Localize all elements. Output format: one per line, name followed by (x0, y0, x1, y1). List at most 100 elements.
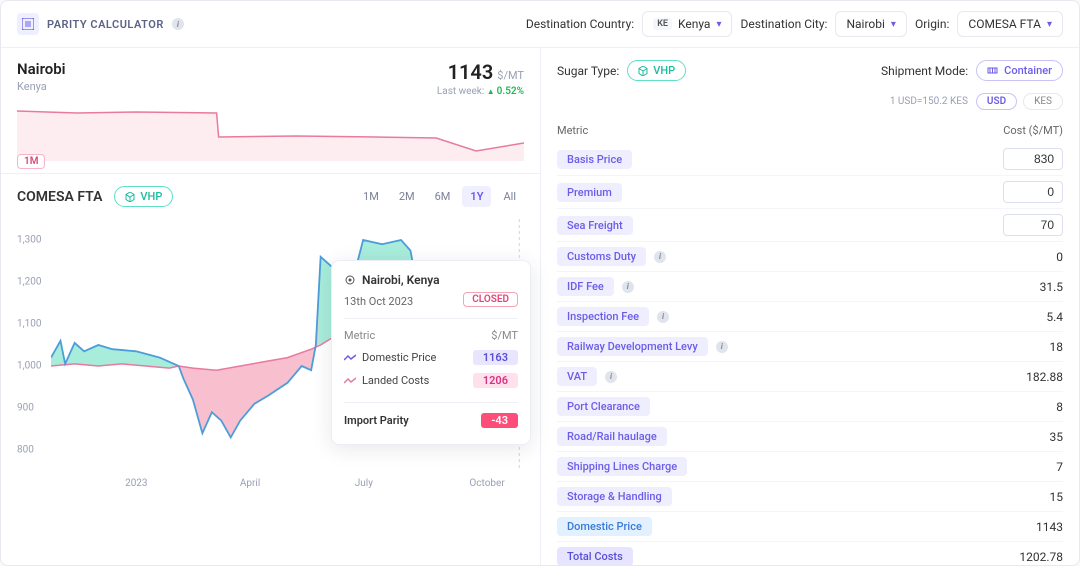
x-axis-label: April (240, 478, 260, 489)
metric-column-header: Metric (557, 124, 588, 137)
metric-value: 15 (1050, 490, 1064, 504)
metric-value: 35 (1050, 430, 1064, 444)
origin-dropdown[interactable]: COMESA FTA ▾ (957, 11, 1063, 37)
chevron-down-icon: ▾ (716, 19, 721, 30)
metric-chip: Domestic Price (557, 517, 652, 536)
metric-row: Port Clearance8 (557, 392, 1063, 422)
metric-chip: Shipping Lines Charge (557, 457, 687, 476)
metric-input[interactable] (1003, 181, 1063, 203)
metric-chip: Total Costs (557, 547, 633, 566)
metric-value: 1202.78 (1019, 550, 1063, 564)
mini-chart: 1M (17, 101, 524, 173)
metric-row: Total Costs 1202.78 (557, 542, 1063, 566)
metric-value: 1143 (1036, 520, 1063, 534)
range-tab-all[interactable]: All (495, 186, 524, 207)
tooltip-metric-header: Metric (344, 329, 375, 342)
range-tab-6m[interactable]: 6M (427, 186, 459, 207)
fx-rate: 1 USD=150.2 KES (890, 96, 968, 107)
y-axis-label: 800 (17, 445, 34, 456)
metric-chip: Inspection Fee (557, 307, 649, 326)
dest-city-dropdown[interactable]: Nairobi ▾ (835, 11, 907, 37)
metric-row: Domestic Price 1143 (557, 512, 1063, 542)
origin-label: Origin: (915, 17, 949, 31)
info-icon[interactable]: i (605, 371, 617, 383)
target-icon (344, 274, 356, 286)
currency-toggle-usd[interactable]: USD (976, 93, 1017, 110)
dest-city-label: Destination City: (740, 17, 827, 31)
metric-row: Customs Duty i 0 (557, 242, 1063, 272)
metric-chip: Railway Development Levy (557, 337, 708, 356)
metric-row: Premium (557, 176, 1063, 209)
cube-icon (125, 192, 135, 202)
period-badge[interactable]: 1M (17, 154, 45, 169)
lastweek-label: Last week: (437, 86, 484, 97)
metric-value: 5.4 (1046, 310, 1063, 324)
vhp-pill[interactable]: VHP (114, 186, 173, 207)
price-unit: $/MT (497, 69, 524, 82)
country-code-badge: KE (653, 18, 672, 30)
metric-row: Storage & Handling 15 (557, 482, 1063, 512)
metric-row: Shipping Lines Charge 7 (557, 452, 1063, 482)
range-tab-2m[interactable]: 2M (391, 186, 423, 207)
metric-row: IDF Fee i 31.5 (557, 272, 1063, 302)
container-icon (987, 65, 998, 76)
metric-input[interactable] (1003, 214, 1063, 236)
chevron-down-icon: ▾ (1047, 19, 1052, 30)
metric-chip: Storage & Handling (557, 487, 672, 506)
x-axis-label: 2023 (125, 478, 147, 489)
metric-chip: IDF Fee (557, 277, 614, 296)
metric-row: Railway Development Levy i 18 (557, 332, 1063, 362)
tooltip-parity-label: Import Parity (344, 414, 409, 427)
metric-row: Road/Rail haulage 35 (557, 422, 1063, 452)
info-icon[interactable]: i (657, 311, 669, 323)
tooltip-location: Nairobi, Kenya (362, 273, 440, 287)
info-icon[interactable]: i (716, 341, 728, 353)
tooltip-date: 13th Oct 2023 (344, 295, 413, 308)
metric-row: Sea Freight (557, 209, 1063, 242)
chevron-down-icon: ▾ (891, 19, 896, 30)
metric-value: 7 (1056, 460, 1063, 474)
info-icon[interactable]: i (654, 251, 666, 263)
x-axis-label: July (355, 478, 373, 489)
dest-country-dropdown[interactable]: KE Kenya ▾ (642, 11, 732, 37)
range-tabs: 1M2M6M1YAll (355, 186, 524, 207)
metric-value: 31.5 (1040, 280, 1063, 294)
metric-value: 18 (1050, 340, 1064, 354)
calculator-icon (17, 13, 39, 35)
metric-value: 8 (1056, 400, 1063, 414)
y-axis-label: 1,200 (17, 277, 41, 288)
info-icon[interactable]: i (172, 18, 184, 30)
tooltip-row: Landed Costs1206 (344, 369, 518, 392)
metric-input[interactable] (1003, 148, 1063, 170)
tooltip-parity-value: -43 (481, 413, 518, 428)
shipment-mode-label: Shipment Mode: (881, 64, 968, 78)
sugar-type-pill[interactable]: VHP (627, 60, 686, 81)
range-tab-1y[interactable]: 1Y (462, 186, 491, 207)
info-icon[interactable]: i (622, 281, 634, 293)
tooltip-row: Domestic Price1163 (344, 346, 518, 369)
y-axis-label: 1,300 (17, 235, 41, 246)
metric-value: 182.88 (1026, 370, 1063, 384)
metric-chip: Customs Duty (557, 247, 646, 266)
currency-toggle-kes[interactable]: KES (1023, 93, 1063, 110)
metrics-table: Basis PricePremiumSea FreightCustoms Dut… (541, 143, 1079, 566)
y-axis-label: 900 (17, 403, 34, 414)
chart-tooltip: Nairobi, Kenya 13th Oct 2023 CLOSED Metr… (331, 260, 531, 445)
metric-chip: Premium (557, 183, 622, 202)
dest-country-label: Destination Country: (526, 17, 634, 31)
y-axis-label: 1,100 (17, 319, 41, 330)
metric-value: 0 (1056, 250, 1063, 264)
metric-chip: Road/Rail haulage (557, 427, 667, 446)
x-axis-label: October (469, 478, 504, 489)
range-tab-1m[interactable]: 1M (355, 186, 387, 207)
metric-row: Basis Price (557, 143, 1063, 176)
header-bar: PARITY CALCULATOR i Destination Country:… (1, 1, 1079, 48)
metric-row: VATi182.88 (557, 362, 1063, 392)
tooltip-unit-header: $/MT (491, 329, 518, 342)
shipment-mode-pill[interactable]: Container (976, 60, 1063, 81)
current-price: 1143 (448, 60, 494, 84)
cube-icon (638, 66, 648, 76)
tooltip-status: CLOSED (463, 292, 518, 307)
chart-title: COMESA FTA (17, 189, 102, 205)
metric-chip: Basis Price (557, 150, 632, 169)
